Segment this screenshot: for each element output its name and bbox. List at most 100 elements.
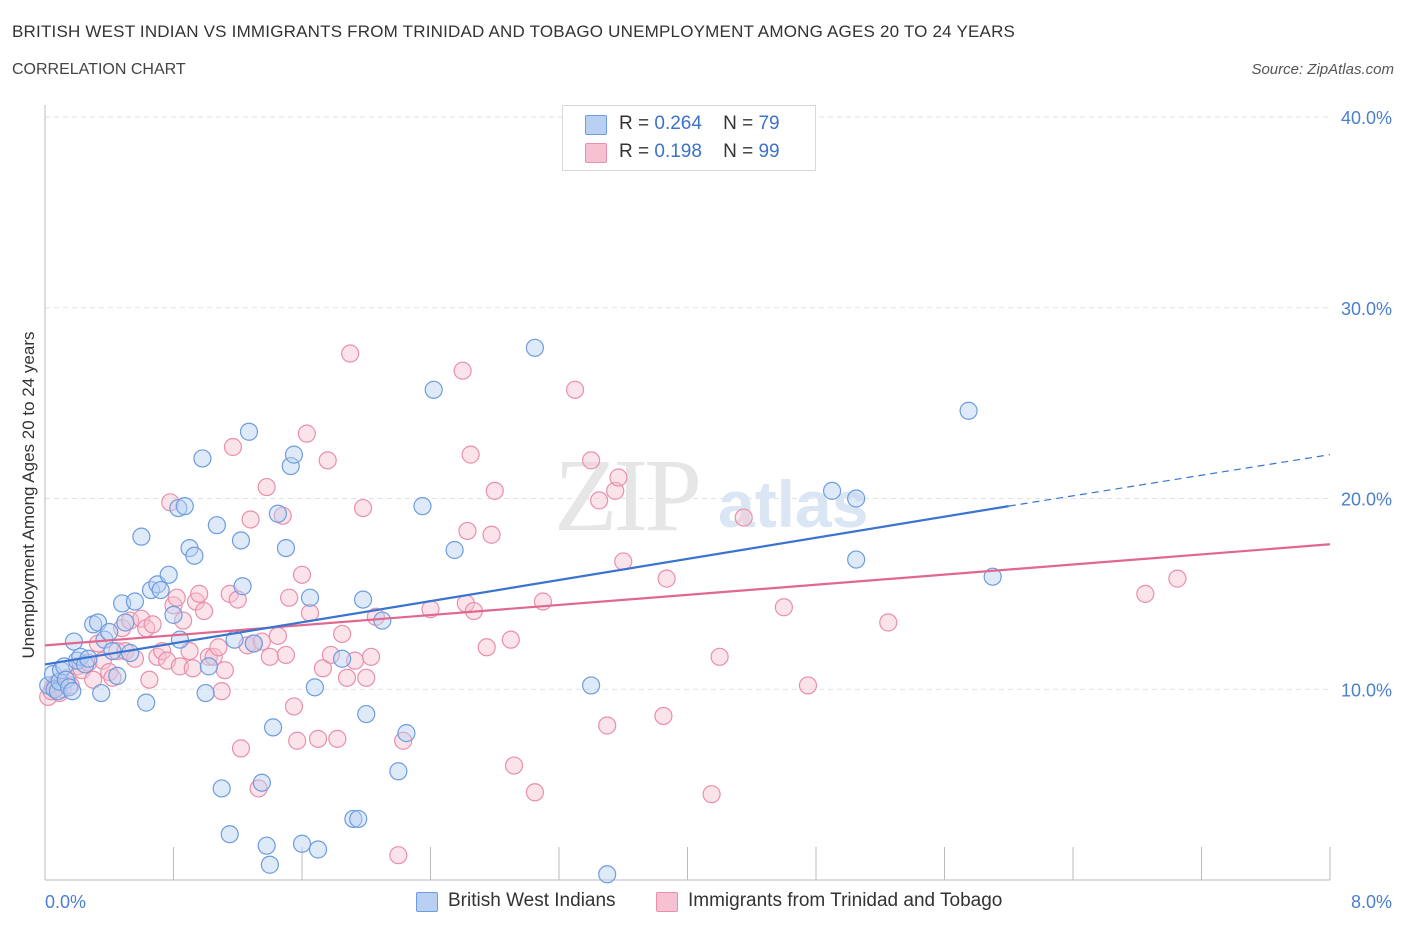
data-point — [268, 626, 288, 645]
data-point — [185, 546, 204, 565]
data-point — [424, 380, 443, 399]
data-point — [959, 401, 978, 420]
data-point — [132, 527, 151, 546]
data-point — [305, 678, 324, 697]
y-tick-label: 40.0% — [1341, 108, 1392, 128]
pink-swatch — [585, 143, 607, 163]
x-tick-label: 0.0% — [45, 892, 86, 912]
data-point — [231, 531, 251, 550]
data-point — [582, 451, 601, 470]
data-point — [257, 836, 276, 855]
data-point — [353, 498, 373, 518]
data-point — [333, 649, 352, 668]
data-point — [609, 468, 628, 487]
data-point — [63, 682, 82, 701]
data-point — [167, 588, 186, 607]
data-point — [798, 676, 818, 695]
r-value: 0.264 — [654, 113, 702, 134]
data-point — [175, 497, 194, 516]
trend-lines — [44, 454, 1331, 666]
stats-legend: R = 0.264 N = 79 R = 0.198 N = 99 — [562, 105, 816, 171]
data-point — [100, 622, 119, 642]
n-label: N = — [723, 141, 754, 162]
data-point — [654, 706, 673, 726]
series-british-west-indians — [39, 149, 1002, 884]
data-point — [308, 840, 328, 859]
data-point — [1136, 584, 1155, 603]
data-point — [239, 422, 259, 441]
data-point — [116, 613, 135, 632]
data-point — [121, 643, 140, 663]
data-point — [445, 540, 464, 560]
svg-text:ZIP: ZIP — [554, 438, 698, 553]
data-point — [263, 718, 283, 737]
data-point — [92, 683, 111, 703]
data-point — [734, 508, 753, 527]
data-point — [148, 647, 167, 666]
data-point — [288, 731, 307, 750]
data-point — [482, 525, 501, 544]
tick-labels: 10.0% 20.0% 30.0% 40.0% 0.0% 8.0% — [45, 108, 1392, 912]
data-point — [413, 497, 432, 516]
data-point — [598, 716, 617, 735]
data-point — [328, 729, 347, 748]
data-point — [297, 424, 316, 443]
data-point — [300, 588, 320, 607]
data-point — [215, 661, 234, 680]
data-point — [879, 613, 898, 632]
data-point — [702, 785, 721, 804]
data-point — [453, 361, 472, 380]
data-point — [190, 584, 209, 603]
chart-title: BRITISH WEST INDIAN VS IMMIGRANTS FROM T… — [12, 22, 1016, 41]
data-point — [159, 565, 178, 584]
data-point — [389, 762, 408, 781]
data-point — [292, 565, 312, 584]
data-point — [268, 504, 288, 523]
data-point — [183, 659, 202, 678]
data-point — [140, 670, 159, 689]
data-point — [373, 611, 392, 630]
data-point — [194, 601, 214, 621]
data-point — [108, 666, 127, 685]
data-point — [199, 647, 218, 666]
data-point — [257, 477, 276, 497]
data-point — [276, 538, 296, 558]
data-point — [485, 481, 504, 500]
data-point — [397, 724, 416, 743]
data-point — [260, 855, 279, 874]
blue-swatch — [416, 892, 438, 912]
data-point — [606, 481, 625, 500]
data-point — [501, 630, 520, 649]
data-point — [228, 590, 247, 609]
data-point — [389, 846, 408, 865]
y-tick-label: 20.0% — [1341, 490, 1392, 510]
n-label: N = — [723, 113, 754, 134]
axes — [44, 105, 1331, 881]
y-tick-label: 10.0% — [1341, 680, 1392, 700]
data-point — [504, 756, 524, 775]
data-point — [284, 697, 304, 716]
data-point — [461, 445, 480, 464]
r-label: R = — [619, 113, 650, 134]
data-point — [321, 645, 341, 665]
data-point — [357, 668, 376, 687]
data-point — [774, 598, 793, 617]
data-point — [223, 437, 243, 457]
data-point — [590, 491, 609, 510]
data-point — [525, 783, 545, 802]
data-point — [353, 590, 373, 609]
r-value: 0.198 — [654, 141, 702, 162]
data-point — [260, 647, 279, 666]
data-point — [598, 865, 617, 884]
r-label: R = — [619, 141, 650, 162]
legend-label: Immigrants from Trinidad and Tobago — [688, 890, 1003, 911]
data-point — [76, 655, 95, 674]
data-point — [333, 624, 352, 644]
data-point — [212, 682, 231, 701]
y-axis-title: Unemployment Among Ages 20 to 24 years — [19, 332, 38, 659]
blue-swatch — [585, 115, 607, 135]
data-point — [276, 645, 296, 665]
data-point — [292, 834, 312, 853]
data-point — [710, 647, 729, 666]
